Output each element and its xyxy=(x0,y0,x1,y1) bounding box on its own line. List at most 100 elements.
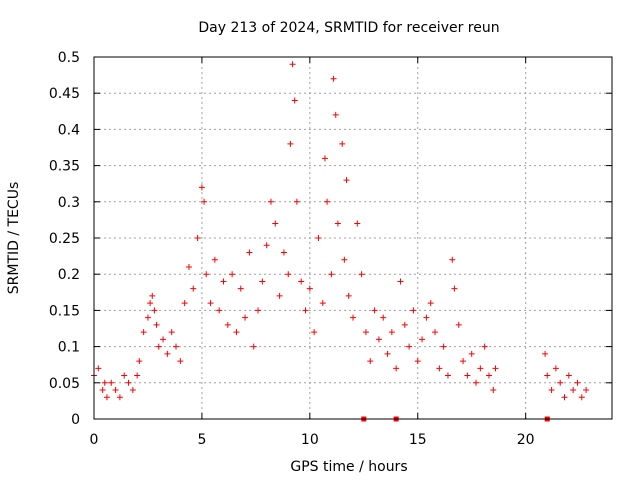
data-point xyxy=(144,314,151,321)
data-point xyxy=(354,220,361,227)
y-tick-label: 0.35 xyxy=(49,159,80,175)
data-point xyxy=(371,307,378,314)
data-point xyxy=(492,365,499,372)
data-point xyxy=(224,321,231,328)
data-point xyxy=(490,387,497,394)
data-point xyxy=(481,343,488,350)
data-point xyxy=(311,329,318,336)
data-point xyxy=(153,321,160,328)
data-point xyxy=(473,379,480,386)
data-point xyxy=(460,358,467,365)
data-point xyxy=(298,278,305,285)
data-point xyxy=(99,387,106,394)
y-tick-label: 0.3 xyxy=(58,195,80,211)
y-tick-label: 0.05 xyxy=(49,376,80,392)
y-tick-label: 0.2 xyxy=(58,267,80,283)
data-point xyxy=(436,365,443,372)
data-point xyxy=(101,379,108,386)
data-point xyxy=(272,220,279,227)
data-point xyxy=(350,314,356,321)
data-point xyxy=(103,394,110,401)
data-point xyxy=(201,198,208,205)
y-tick-label: 0.5 xyxy=(58,50,80,66)
data-point xyxy=(449,256,456,263)
data-point xyxy=(293,198,300,205)
data-point xyxy=(229,271,236,278)
y-tick-label: 0.15 xyxy=(49,303,80,319)
axis-ticks: 0 0.05 0.1 0.15 0.2 0.25 0.3 0.35 0.4 0.45 0.5 0 5 10… xyxy=(49,50,612,448)
y-axis-label: SRMTID / TECUs xyxy=(6,182,22,295)
data-point xyxy=(468,350,475,357)
data-point xyxy=(198,184,205,191)
data-point xyxy=(108,379,115,386)
data-point xyxy=(343,177,350,184)
data-point xyxy=(384,350,391,357)
data-point xyxy=(291,97,298,104)
data-point xyxy=(444,372,451,379)
data-point xyxy=(321,155,328,162)
data-point xyxy=(181,300,188,307)
data-point xyxy=(339,140,346,147)
data-point xyxy=(194,235,201,241)
chart-title: Day 213 of 2024, SRMTID for receiver reu… xyxy=(198,20,499,36)
data-point xyxy=(565,372,572,379)
data-point xyxy=(259,278,266,285)
y-tick-label: 0 xyxy=(71,412,80,428)
data-point xyxy=(380,314,387,321)
data-point xyxy=(136,358,143,365)
data-point xyxy=(149,292,156,299)
data-point xyxy=(410,307,417,314)
data-point xyxy=(203,271,210,278)
data-point xyxy=(557,379,564,386)
data-point xyxy=(177,358,184,365)
x-tick-label: 0 xyxy=(90,432,99,448)
y-tick-label: 0.25 xyxy=(49,231,80,247)
data-point xyxy=(332,111,339,118)
data-point xyxy=(406,343,413,350)
data-point xyxy=(362,329,369,336)
data-point xyxy=(276,292,283,299)
data-point xyxy=(280,249,287,256)
data-point xyxy=(112,387,119,394)
data-point xyxy=(583,387,590,394)
data-point xyxy=(287,140,294,147)
data-point xyxy=(302,307,309,314)
data-point xyxy=(289,61,296,68)
data-point xyxy=(375,336,382,343)
data-point xyxy=(151,307,158,314)
data-point xyxy=(455,321,462,328)
data-point xyxy=(207,300,214,307)
data-point xyxy=(397,278,404,285)
data-point xyxy=(485,372,492,379)
data-point xyxy=(216,307,223,314)
data-point xyxy=(548,387,555,394)
data-point xyxy=(185,263,192,270)
x-tick-label: 15 xyxy=(409,432,427,448)
data-point xyxy=(388,329,395,336)
data-point xyxy=(345,292,352,299)
data-point xyxy=(95,365,102,372)
data-point xyxy=(440,343,447,350)
data-point xyxy=(570,387,577,394)
data-point xyxy=(125,379,132,386)
data-point xyxy=(328,271,335,278)
data-point xyxy=(315,235,322,241)
data-point xyxy=(574,379,581,386)
data-point xyxy=(250,343,257,350)
y-tick-label: 0.45 xyxy=(49,86,80,102)
data-point xyxy=(129,387,136,394)
data-point xyxy=(168,329,175,336)
data-point xyxy=(330,75,337,82)
x-tick-label: 10 xyxy=(301,432,319,448)
data-point xyxy=(306,285,313,292)
data-point xyxy=(190,285,197,292)
data-point xyxy=(116,394,123,401)
data-point xyxy=(285,271,292,278)
data-point xyxy=(211,256,218,263)
data-point xyxy=(432,329,439,336)
data-point xyxy=(267,198,274,205)
data-point xyxy=(477,365,484,372)
data-point xyxy=(561,394,568,401)
